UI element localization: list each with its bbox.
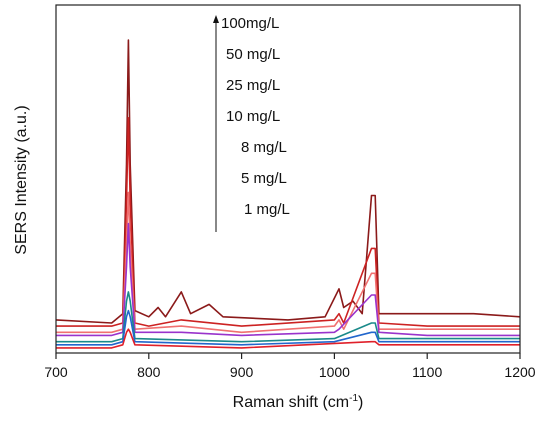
legend: 100mg/L 50 mg/L 25 mg/L 10 mg/L 8 mg/L 5 mg/L… xyxy=(213,15,290,232)
legend-entry-2: 25 mg/L xyxy=(226,77,280,94)
series-line-2 xyxy=(56,191,520,334)
plot-frame xyxy=(55,4,521,354)
x-ticks: 700 800 900 1000 1100 1200 xyxy=(44,353,536,380)
x-tick-label-5: 1200 xyxy=(504,364,535,380)
x-tick-label-3: 1000 xyxy=(319,364,350,380)
legend-entry-5: 5 mg/L xyxy=(241,170,287,187)
series-line-0 xyxy=(55,39,521,324)
y-axis-label: SERS Intensity (a.u.) xyxy=(13,105,30,254)
x-tick-label-2: 900 xyxy=(230,364,254,380)
legend-arrow-head xyxy=(213,15,219,23)
series-line-5 xyxy=(56,309,520,346)
x-tick-label-4: 1100 xyxy=(412,364,442,380)
x-tick-label-1: 800 xyxy=(137,364,161,380)
legend-entry-4: 8 mg/L xyxy=(241,139,287,156)
series-line-1 xyxy=(56,117,520,327)
x-axis-label: Raman shift (cm-1) xyxy=(233,393,364,411)
x-axis-label-base: Raman shift (cm xyxy=(233,394,349,411)
legend-entry-6: 1 mg/L xyxy=(244,201,290,218)
series-layer xyxy=(55,39,521,349)
series-line-6 xyxy=(56,328,520,349)
x-tick-label-0: 700 xyxy=(44,364,68,380)
legend-entry-0: 100mg/L xyxy=(221,15,279,32)
legend-entry-3: 10 mg/L xyxy=(226,108,280,125)
series-line-3 xyxy=(56,222,520,337)
x-axis-label-tail: ) xyxy=(358,394,363,411)
legend-entry-1: 50 mg/L xyxy=(226,46,280,63)
x-axis-label-sup: -1 xyxy=(349,393,358,404)
